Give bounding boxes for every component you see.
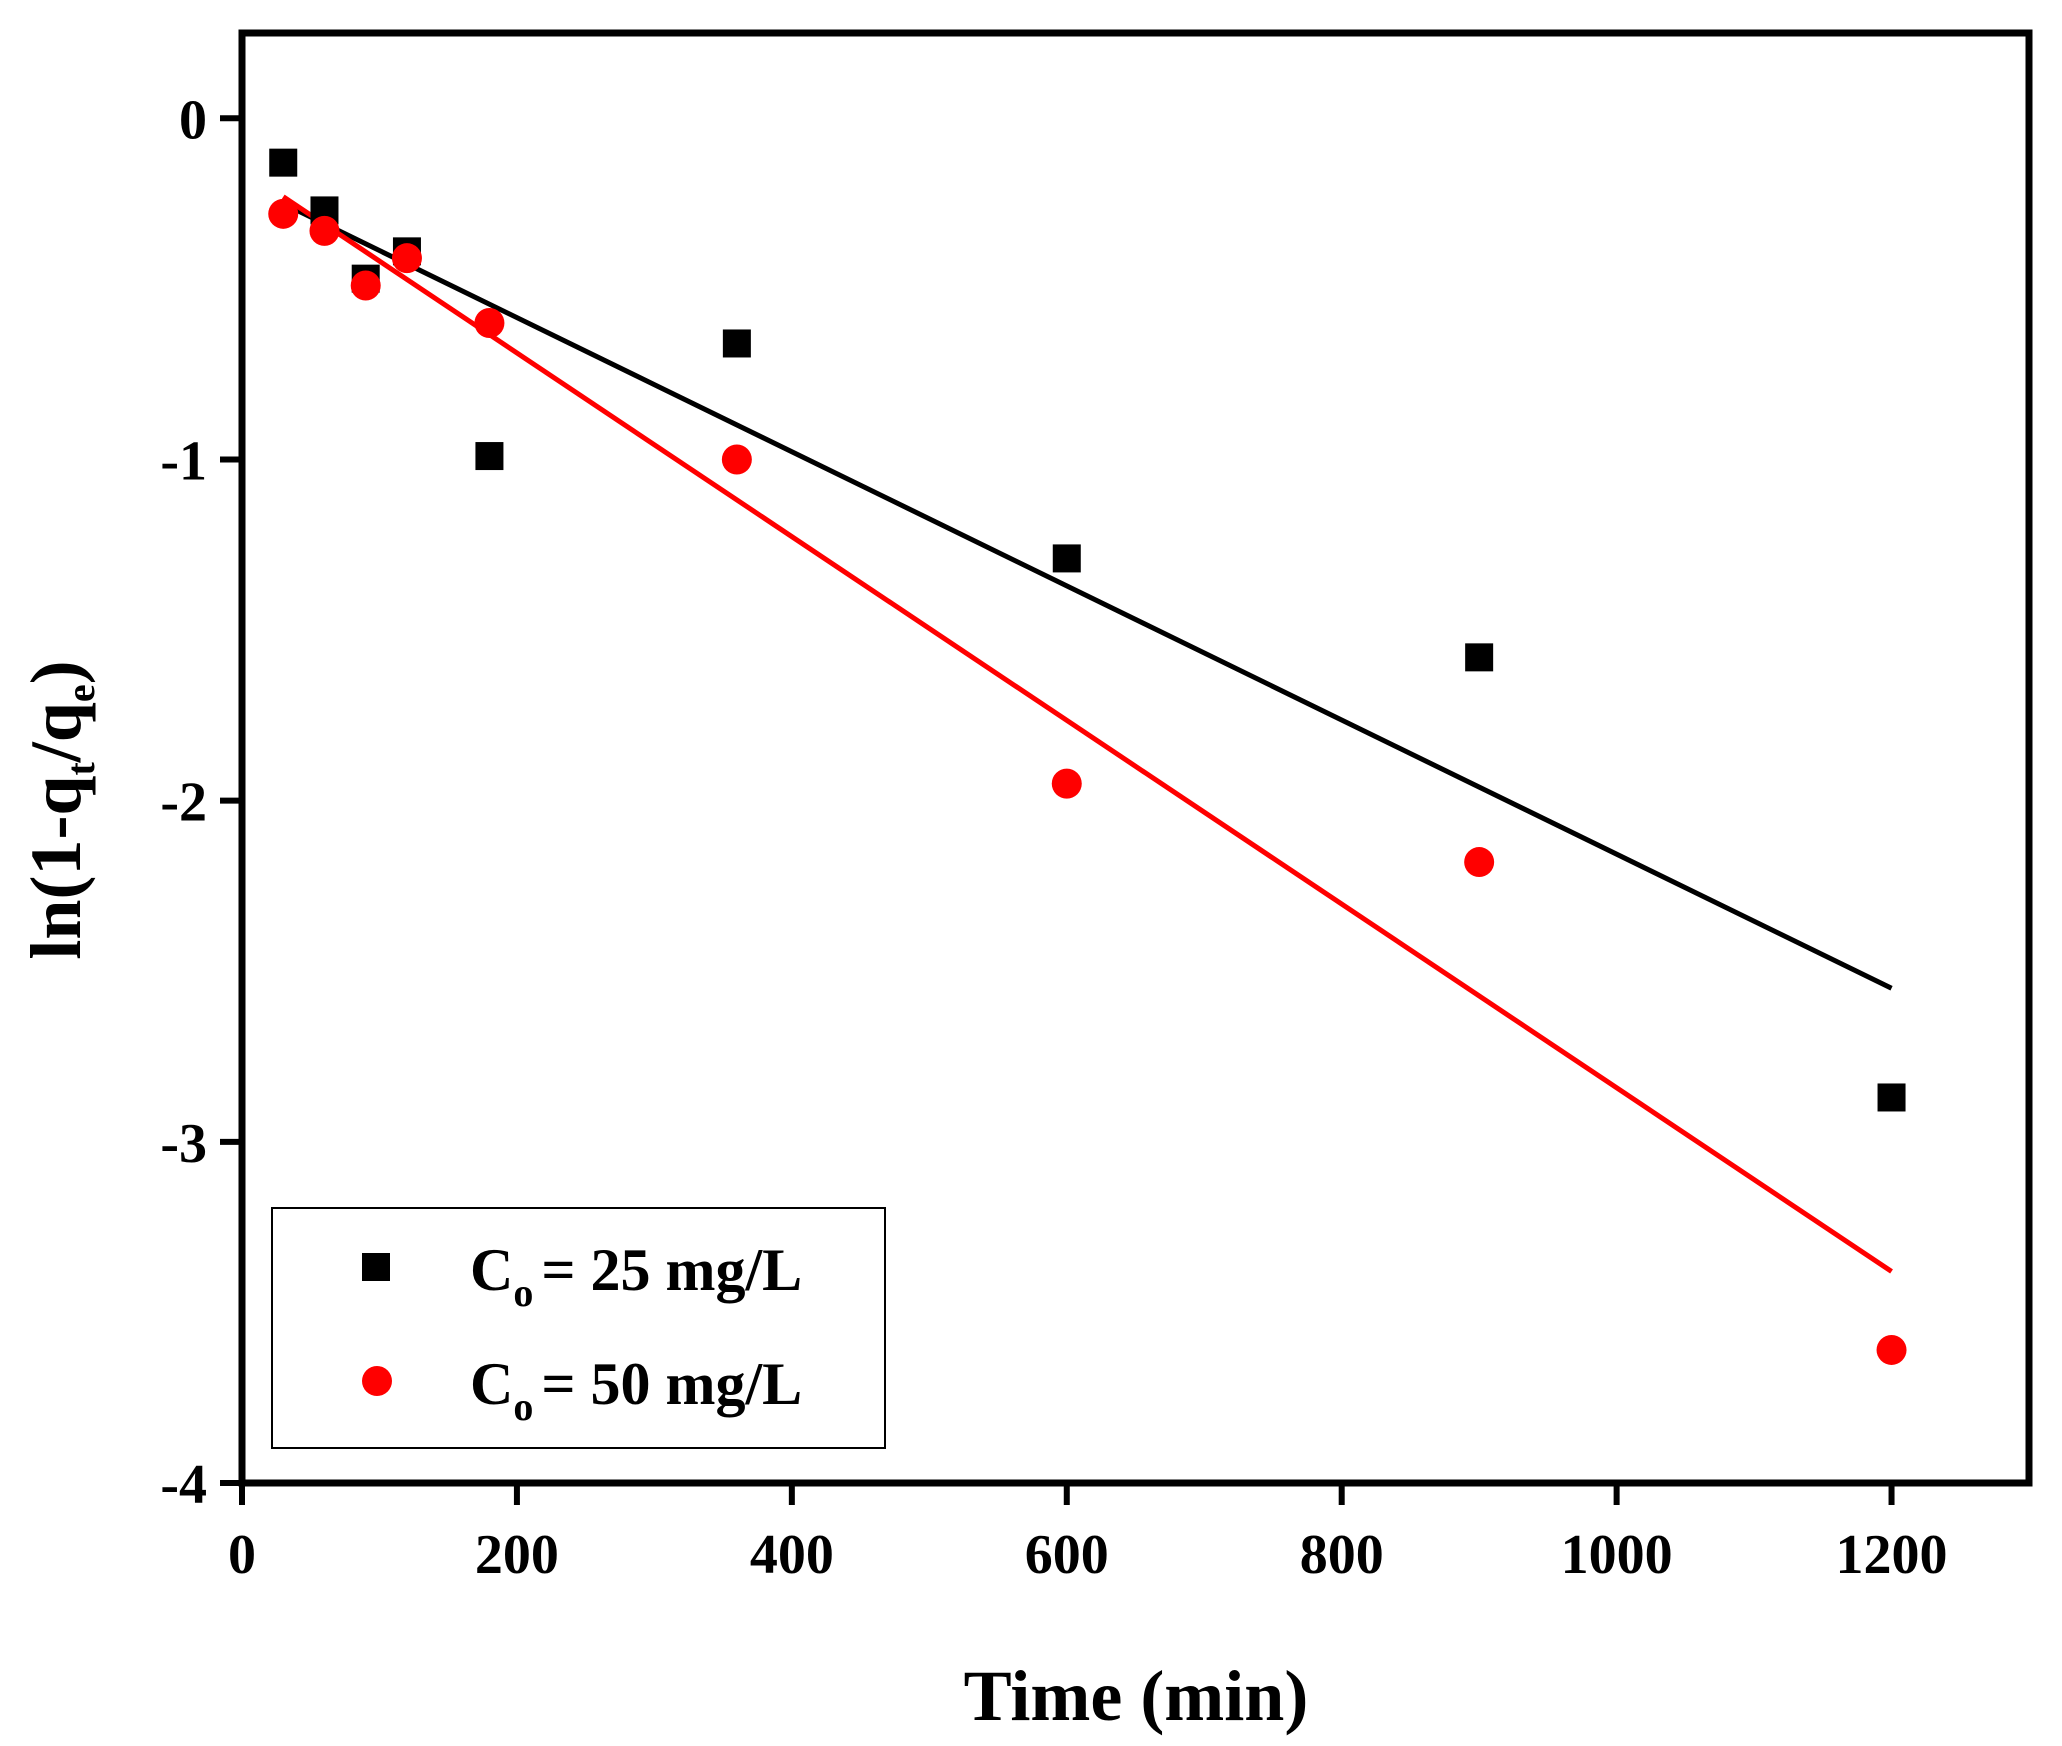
- y-tick-label: 0: [179, 89, 207, 151]
- y-tick-label: -2: [160, 772, 207, 834]
- point-series-2: [350, 270, 381, 301]
- point-series-1: [722, 329, 751, 358]
- axis-ticks: [220, 115, 1895, 1505]
- plot-frame: [238, 29, 2033, 1487]
- y-tick-label: -1: [160, 430, 207, 492]
- point-series-2: [1051, 768, 1082, 799]
- x-tick-label: 400: [750, 1524, 834, 1586]
- point-series-1: [269, 148, 298, 177]
- fit-line-series-2: [281, 194, 1893, 1274]
- y-tick-label: -3: [160, 1113, 207, 1175]
- x-tick-label: 200: [475, 1524, 559, 1586]
- point-series-2: [268, 198, 299, 229]
- legend-marker-circle: [362, 1366, 392, 1396]
- y-axis-title: ln(1-qt/qe): [16, 660, 103, 959]
- point-series-2: [391, 243, 422, 274]
- legend: Co = 25 mg/L Co = 50 mg/L: [271, 1207, 886, 1449]
- legend-box: [271, 1207, 886, 1449]
- point-series-2: [1876, 1334, 1907, 1365]
- axis-tick-labels: 0 200 400 600 800 1000 1200 0 -1 -2 -3 -4: [160, 89, 1947, 1586]
- x-tick-label: 1000: [1561, 1524, 1673, 1586]
- legend-marker-square: [362, 1253, 390, 1281]
- point-series-1: [475, 442, 504, 471]
- point-series-2: [1464, 847, 1495, 878]
- x-tick-label: 1200: [1836, 1524, 1948, 1586]
- x-tick-label: 600: [1025, 1524, 1109, 1586]
- data-points: [268, 148, 1907, 1365]
- y-tick-label: -4: [160, 1454, 207, 1516]
- point-series-2: [474, 308, 505, 338]
- point-series-2: [309, 215, 340, 246]
- x-tick-label: 800: [1300, 1524, 1384, 1586]
- fit-lines: [281, 194, 1893, 1274]
- legend-label-series-2: Co = 50 mg/L: [470, 1351, 802, 1429]
- point-series-1: [1052, 544, 1081, 573]
- point-series-2: [721, 444, 752, 475]
- x-tick-label: 0: [228, 1524, 256, 1586]
- point-series-1: [1877, 1083, 1906, 1112]
- fit-line-series-1: [282, 201, 1893, 991]
- point-series-1: [1465, 643, 1494, 672]
- legend-label-series-1: Co = 25 mg/L: [470, 1237, 802, 1315]
- x-axis-title: Time (min): [964, 1656, 1309, 1736]
